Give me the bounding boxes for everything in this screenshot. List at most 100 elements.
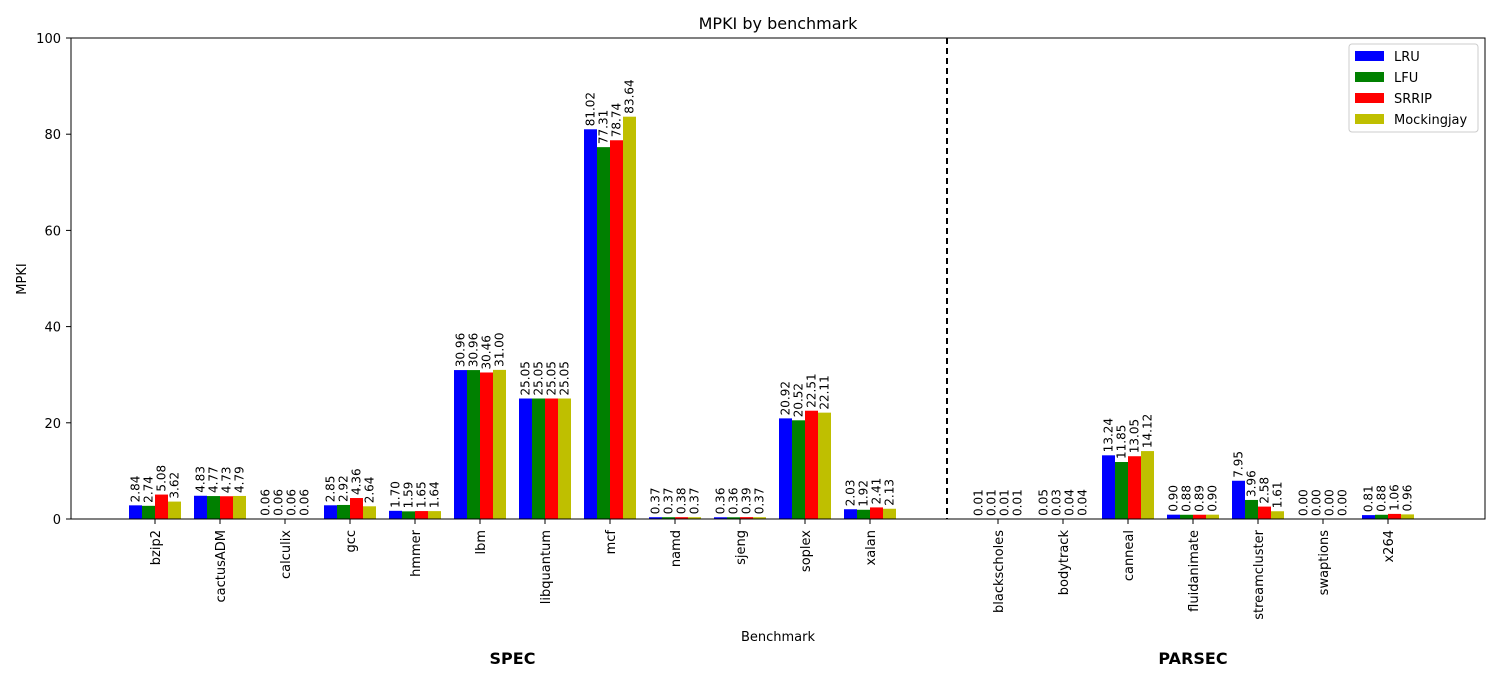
value-label-namd-lru: 0.37 xyxy=(649,488,663,515)
y-tick-label: 100 xyxy=(36,32,61,47)
bar-canneal-srrip xyxy=(1128,456,1141,519)
value-label-bodytrack-lru: 0.05 xyxy=(1037,489,1051,516)
value-label-swaptions-srrip: 0.00 xyxy=(1323,489,1337,516)
value-label-cactusADM-mockingjay: 4.79 xyxy=(233,466,247,493)
value-label-x264-srrip: 1.06 xyxy=(1388,484,1402,511)
x-tick-label-libquantum: libquantum xyxy=(539,530,554,604)
y-tick-label: 40 xyxy=(44,321,61,336)
value-label-sjeng-lru: 0.36 xyxy=(714,488,728,515)
value-label-xalan-srrip: 2.41 xyxy=(870,478,884,505)
bar-mcf-srrip xyxy=(610,140,623,519)
bar-x264-lru xyxy=(1362,515,1375,519)
value-label-soplex-mockingjay: 22.11 xyxy=(818,375,832,409)
bar-bzip2-mockingjay xyxy=(168,501,181,519)
value-label-fluidanimate-srrip: 0.89 xyxy=(1193,485,1207,512)
value-label-swaptions-lru: 0.00 xyxy=(1297,489,1311,516)
value-label-lbm-mockingjay: 31.00 xyxy=(493,333,507,367)
legend-swatch-srrip xyxy=(1355,93,1384,103)
value-label-calculix-srrip: 0.06 xyxy=(285,489,299,516)
bar-gcc-lru xyxy=(324,505,337,519)
bar-hmmer-lru xyxy=(389,510,402,519)
bar-hmmer-lfu xyxy=(402,511,415,519)
value-label-hmmer-mockingjay: 1.64 xyxy=(428,481,442,508)
value-label-lbm-lru: 30.96 xyxy=(454,333,468,367)
value-label-streamcluster-mockingjay: 1.61 xyxy=(1271,482,1285,509)
value-label-sjeng-lfu: 0.36 xyxy=(727,488,741,515)
bar-gcc-srrip xyxy=(350,498,363,519)
group-label-parsec: PARSEC xyxy=(1158,649,1227,668)
x-tick-label-streamcluster: streamcluster xyxy=(1252,529,1267,619)
bar-lbm-srrip xyxy=(480,372,493,519)
x-tick-label-x264: x264 xyxy=(1382,530,1397,563)
value-label-swaptions-lfu: 0.00 xyxy=(1310,489,1324,516)
bar-namd-srrip xyxy=(675,517,688,519)
x-tick-label-lbm: lbm xyxy=(474,530,489,555)
value-label-canneal-mockingjay: 14.12 xyxy=(1141,414,1155,448)
bar-hmmer-srrip xyxy=(415,511,428,519)
bar-canneal-lru xyxy=(1102,455,1115,519)
bar-libquantum-lfu xyxy=(532,398,545,519)
value-label-fluidanimate-lru: 0.90 xyxy=(1167,485,1181,512)
value-label-mcf-srrip: 78.74 xyxy=(610,103,624,137)
bar-sjeng-lru xyxy=(714,517,727,519)
value-label-cactusADM-lru: 4.83 xyxy=(194,466,208,493)
bar-x264-srrip xyxy=(1388,513,1401,519)
value-label-sjeng-srrip: 0.39 xyxy=(740,487,754,514)
value-label-sjeng-mockingjay: 0.37 xyxy=(753,488,767,515)
legend-box xyxy=(1348,43,1479,133)
legend-label-srrip: SRRIP xyxy=(1394,92,1432,107)
bar-streamcluster-lfu xyxy=(1245,499,1258,519)
legend-label-lru: LRU xyxy=(1394,50,1420,65)
x-tick-label-xalan: xalan xyxy=(864,530,879,565)
value-label-bodytrack-srrip: 0.04 xyxy=(1063,489,1077,516)
y-tick-label: 80 xyxy=(44,128,61,143)
bar-value-labels: 2.84 2.74 5.08 3.62 4.83 4.77 4.73 4.790.06 0.06… xyxy=(129,79,1415,516)
legend-swatch-lfu xyxy=(1355,72,1384,82)
y-axis: 0 20 40 60 80 100 xyxy=(36,32,71,528)
x-axis-label: Benchmark xyxy=(741,630,816,645)
legend-label-lfu: LFU xyxy=(1394,71,1418,86)
value-label-canneal-srrip: 13.05 xyxy=(1128,419,1142,453)
value-label-gcc-lfu: 2.92 xyxy=(337,475,351,502)
bar-x264-lfu xyxy=(1375,514,1388,519)
x-axis: bzip2 cactusADM calculix gcc hmmer lbm libquan… xyxy=(149,519,1397,620)
value-label-x264-lru: 0.81 xyxy=(1362,485,1376,512)
value-label-lbm-lfu: 30.96 xyxy=(467,333,481,367)
value-label-streamcluster-srrip: 2.58 xyxy=(1258,477,1272,504)
bar-lbm-mockingjay xyxy=(493,369,506,519)
value-label-calculix-lfu: 0.06 xyxy=(272,489,286,516)
x-tick-label-calculix: calculix xyxy=(279,530,294,579)
bar-lbm-lfu xyxy=(467,370,480,519)
bar-cactusADM-srrip xyxy=(220,496,233,519)
value-label-xalan-mockingjay: 2.13 xyxy=(883,479,897,506)
value-label-blackscholes-lru: 0.01 xyxy=(972,489,986,516)
legend: LRU LFU SRRIP Mockingjay xyxy=(1348,43,1479,133)
bar-bzip2-lru xyxy=(129,505,142,519)
value-label-canneal-lru: 13.24 xyxy=(1102,418,1116,452)
x-tick-label-bodytrack: bodytrack xyxy=(1057,530,1072,596)
value-label-cactusADM-srrip: 4.73 xyxy=(220,467,234,494)
value-label-swaptions-mockingjay: 0.00 xyxy=(1336,489,1350,516)
value-label-mcf-lru: 81.02 xyxy=(584,92,598,126)
x-tick-label-bzip2: bzip2 xyxy=(149,530,164,565)
y-tick-label: 20 xyxy=(44,417,61,432)
value-label-lbm-srrip: 30.46 xyxy=(480,335,494,369)
bar-bzip2-lfu xyxy=(142,505,155,519)
bar-soplex-lru xyxy=(779,418,792,519)
value-label-bzip2-mockingjay: 3.62 xyxy=(168,472,182,499)
value-label-bzip2-lfu: 2.74 xyxy=(142,476,156,503)
bar-streamcluster-lru xyxy=(1232,480,1245,519)
bar-x264-mockingjay xyxy=(1401,514,1414,519)
x-tick-label-namd: namd xyxy=(669,530,684,567)
bar-xalan-lfu xyxy=(857,509,870,519)
bar-libquantum-mockingjay xyxy=(558,398,571,519)
value-label-libquantum-lfu: 25.05 xyxy=(532,361,546,395)
bars-layer xyxy=(129,116,1414,520)
value-label-streamcluster-lfu: 3.96 xyxy=(1245,470,1259,497)
bar-soplex-srrip xyxy=(805,410,818,519)
y-tick-label: 60 xyxy=(44,224,61,239)
bar-canneal-lfu xyxy=(1115,462,1128,519)
value-label-xalan-lfu: 1.92 xyxy=(857,480,871,507)
value-label-namd-mockingjay: 0.37 xyxy=(688,488,702,515)
